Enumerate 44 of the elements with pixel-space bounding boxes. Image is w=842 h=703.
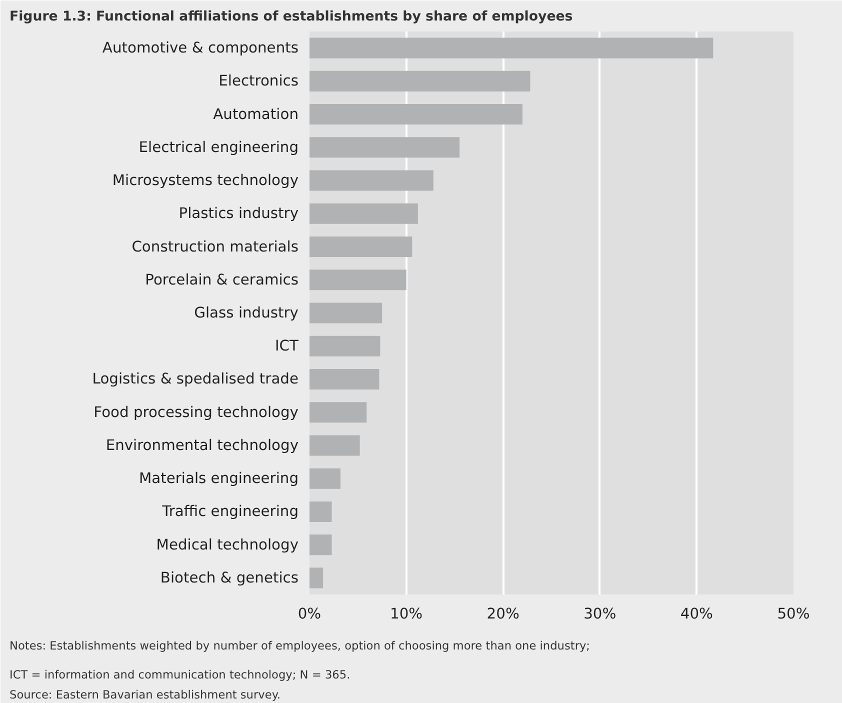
- y-tick-label: Microsystems technology: [112, 172, 299, 190]
- y-tick-label: Glass industry: [194, 304, 299, 322]
- bar: [310, 270, 406, 290]
- y-tick-label: Electrical engineering: [138, 138, 299, 156]
- y-tick-label: Plastics industry: [178, 205, 299, 222]
- y-tick-label: Porcelain & ceramics: [145, 271, 299, 288]
- y-tick-label: ICT: [274, 338, 299, 355]
- x-tick-label: 10%: [390, 606, 423, 622]
- x-tick-label: 40%: [680, 606, 714, 622]
- bar: [310, 435, 360, 456]
- x-tick-label: 20%: [486, 606, 520, 622]
- bar: [310, 501, 332, 522]
- x-tick-label: 50%: [777, 606, 810, 622]
- bar: [310, 534, 332, 556]
- bar: [310, 468, 340, 489]
- bar: [310, 368, 380, 390]
- chart-title: Figure 1.3: Functional affiliations of establishments by share of employees: [10, 10, 573, 24]
- y-tick-label: Medical technology: [156, 536, 299, 554]
- y-tick-label: Automation: [213, 106, 299, 123]
- bar: [310, 137, 460, 158]
- y-tick-label: Biotech & genetics: [160, 569, 299, 586]
- bar: [310, 203, 418, 224]
- bar: [310, 104, 522, 125]
- bar: [310, 336, 380, 356]
- bar: [310, 38, 714, 58]
- x-tick-label: 0%: [298, 606, 322, 622]
- y-tick-label: Food processing technology: [94, 404, 299, 421]
- bar: [310, 568, 324, 588]
- y-tick-label: Construction materials: [132, 238, 299, 256]
- bar: [310, 402, 367, 423]
- x-tick-label: 30%: [584, 606, 616, 622]
- y-tick-label: Automotive & components: [102, 40, 298, 57]
- y-tick-label: Materials engineering: [138, 470, 298, 488]
- text: ICT = information and communication technology; N = 365.: [10, 668, 350, 682]
- source-note: Source: Eastern Bavarian establishment survey.: [10, 688, 281, 702]
- y-tick-label: Environmental technology: [106, 436, 299, 454]
- y-tick-label: Logistics & spedalised trade: [92, 370, 298, 388]
- y-tick-label: Traffic engineering: [161, 503, 299, 520]
- text: Notes: Establishments weighted by number of employees, option of choosing more than one industry;: [10, 638, 590, 652]
- bar: [310, 302, 382, 324]
- bar: [310, 70, 530, 92]
- bar: [310, 170, 434, 191]
- bar: [310, 236, 412, 258]
- y-tick-label: Electronics: [218, 72, 299, 90]
